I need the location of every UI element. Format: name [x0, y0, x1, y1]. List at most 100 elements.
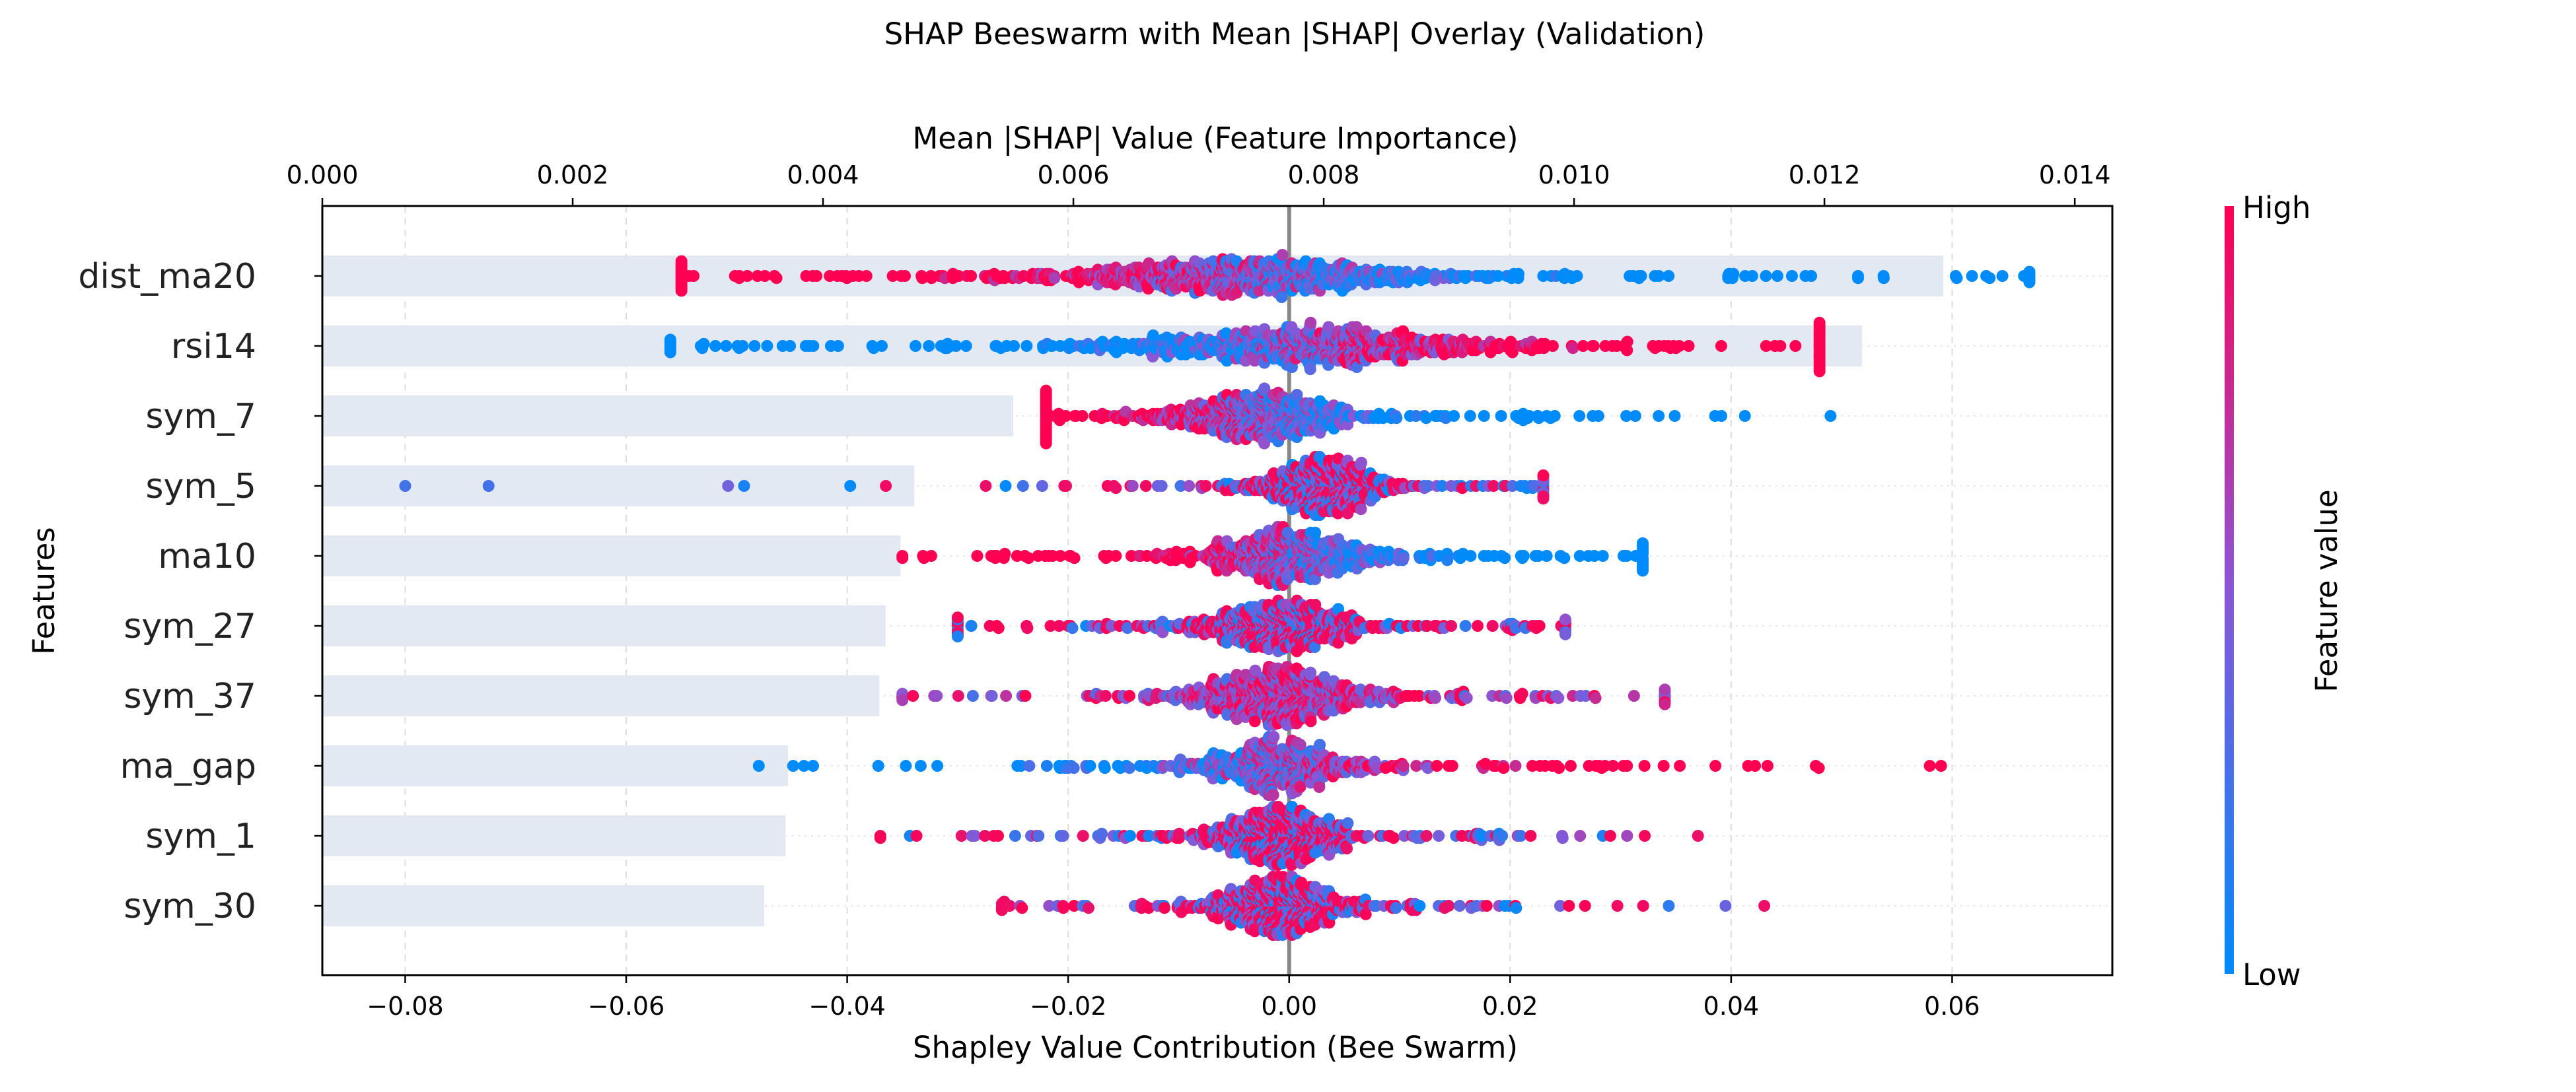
swarm-point-rsi14: [720, 340, 732, 352]
swarm-point-sym_7: [1390, 412, 1402, 424]
swarm-point-dist_ma20: [1878, 272, 1890, 284]
swarm-point-rsi14: [923, 340, 935, 352]
swarm-point-dist_ma20: [676, 256, 688, 267]
swarm-point-sym_27: [966, 620, 978, 632]
swarm-point-dist_ma20: [1997, 270, 2009, 282]
swarm-point-rsi14: [832, 340, 844, 352]
swarm-point-sym_37: [907, 690, 919, 702]
importance-bar-sym_7: [322, 395, 1013, 436]
swarm-point-sym_7: [1669, 410, 1681, 422]
swarm-point-sym_7: [1040, 385, 1052, 397]
top-axis-label: Mean |SHAP| Value (Feature Importance): [912, 121, 1518, 156]
swarm-point-rsi14: [960, 340, 972, 352]
swarm-point-ma10: [1398, 552, 1410, 564]
swarm-point-dist_ma20: [1727, 268, 1739, 280]
swarm-point-sym_37: [1019, 690, 1031, 702]
swarm-point-sym_5: [1060, 480, 1072, 492]
swarm-point-dist_ma20: [1966, 270, 1978, 282]
swarm-point-dist_ma20: [1513, 268, 1524, 280]
swarm-point-sym_5: [980, 480, 991, 492]
swarm-point-dist_ma20: [1635, 270, 1647, 282]
swarm-point-rsi14: [1814, 365, 1826, 377]
swarm-point-ma10: [1309, 527, 1321, 539]
importance-bar-sym_27: [322, 605, 886, 646]
swarm-point-sym_5: [844, 480, 856, 492]
swarm-point-sym_37: [931, 690, 943, 702]
swarm-point-dist_ma20: [2024, 277, 2036, 289]
swarm-point-sym_5: [722, 480, 734, 492]
swarm-point-sym_7: [1824, 410, 1836, 422]
swarm-point-dist_ma20: [1746, 270, 1758, 282]
swarm-point-rsi14: [748, 340, 760, 352]
swarm-point-ma10: [999, 548, 1011, 560]
swarm-point-sym_7: [1573, 410, 1585, 422]
swarm-point-rsi14: [910, 340, 921, 352]
swarm-point-rsi14: [736, 340, 748, 352]
swarm-point-dist_ma20: [688, 270, 699, 282]
swarm-point-ma10: [1558, 552, 1570, 564]
swarm-point-rsi14: [698, 338, 710, 350]
swarm-point-sym_27: [1534, 620, 1546, 632]
swarm-point-sym_5: [738, 480, 750, 492]
swarm-point-sym_27: [952, 611, 964, 623]
swarm-point-rsi14: [1305, 317, 1316, 329]
swarm-point-sym_27: [1487, 620, 1499, 632]
swarm-point-sym_37: [1100, 690, 1112, 702]
swarm-point-sym_5: [400, 480, 411, 492]
swarm-point-rsi14: [664, 333, 676, 345]
swarm-point-rsi14: [1622, 336, 1633, 348]
swarm-point-sym_5: [483, 480, 495, 492]
swarm-point-sym_7: [1629, 410, 1641, 422]
importance-bar-sym_1: [322, 815, 785, 856]
swarm-point-sym_27: [1021, 622, 1033, 634]
swarm-point-dist_ma20: [2024, 266, 2036, 278]
swarm-point-rsi14: [950, 340, 962, 352]
swarm-point-sym_5: [1000, 480, 1012, 492]
swarm-point-sym_7: [1549, 410, 1561, 422]
swarm-point-ma10: [925, 550, 937, 562]
swarm-point-sym_5: [1355, 457, 1367, 469]
swarm-point-rsi14: [709, 340, 721, 352]
gridlines: [322, 206, 2112, 975]
swarm-point-sym_37: [952, 690, 964, 702]
swarm-point-sym_7: [1495, 410, 1507, 422]
swarm-point-dist_ma20: [965, 270, 977, 282]
swarm-point-sym_5: [880, 480, 892, 492]
swarm-point-ma10: [1465, 550, 1477, 562]
swarm-point-ma10: [1637, 537, 1649, 549]
importance-bar-sym_37: [322, 675, 879, 716]
chart-title: SHAP Beeswarm with Mean |SHAP| Overlay (…: [884, 17, 1705, 51]
swarm-point-sym_27: [952, 631, 964, 642]
swarm-point-dist_ma20: [1760, 270, 1772, 282]
swarm-point-sym_5: [1538, 469, 1550, 481]
swarm-point-sym_5: [1017, 480, 1029, 492]
swarm-point-ma10: [1441, 554, 1453, 566]
swarm-point-ma10: [1518, 550, 1530, 562]
swarm-point-sym_7: [1592, 410, 1604, 422]
swarm-point-rsi14: [1814, 317, 1826, 329]
swarm-point-dist_ma20: [1951, 272, 1963, 284]
swarm-point-rsi14: [1547, 340, 1559, 352]
swarm-point-rsi14: [761, 340, 773, 352]
swarm-point-sym_5: [1140, 480, 1152, 492]
swarm-point-dist_ma20: [810, 270, 822, 282]
swarm-point-sym_5: [1183, 480, 1195, 492]
swarm-point-dist_ma20: [1805, 270, 1817, 282]
importance-bar-ma_gap: [322, 745, 788, 786]
importance-bar-sym_30: [322, 885, 764, 926]
swarm-point-sym_37: [1000, 690, 1012, 702]
swarm-point-rsi14: [1020, 340, 1032, 352]
swarm-point-dist_ma20: [899, 270, 911, 282]
swarm-point-dist_ma20: [1663, 270, 1674, 282]
swarm-point-dist_ma20: [1048, 272, 1060, 284]
swarm-point-sym_5: [1538, 493, 1550, 504]
swarm-point-sym_7: [1715, 410, 1727, 422]
swarm-point-dist_ma20: [1984, 272, 1995, 284]
swarm-point-sym_5: [1036, 480, 1048, 492]
swarm-point-sym_7: [1739, 410, 1751, 422]
swarm-point-rsi14: [1774, 340, 1786, 352]
swarm-point-sym_27: [1460, 620, 1472, 632]
swarm-point-rsi14: [1588, 340, 1600, 352]
swarm-point-rsi14: [1008, 340, 1020, 352]
swarm-point-sym_27: [1559, 613, 1571, 625]
